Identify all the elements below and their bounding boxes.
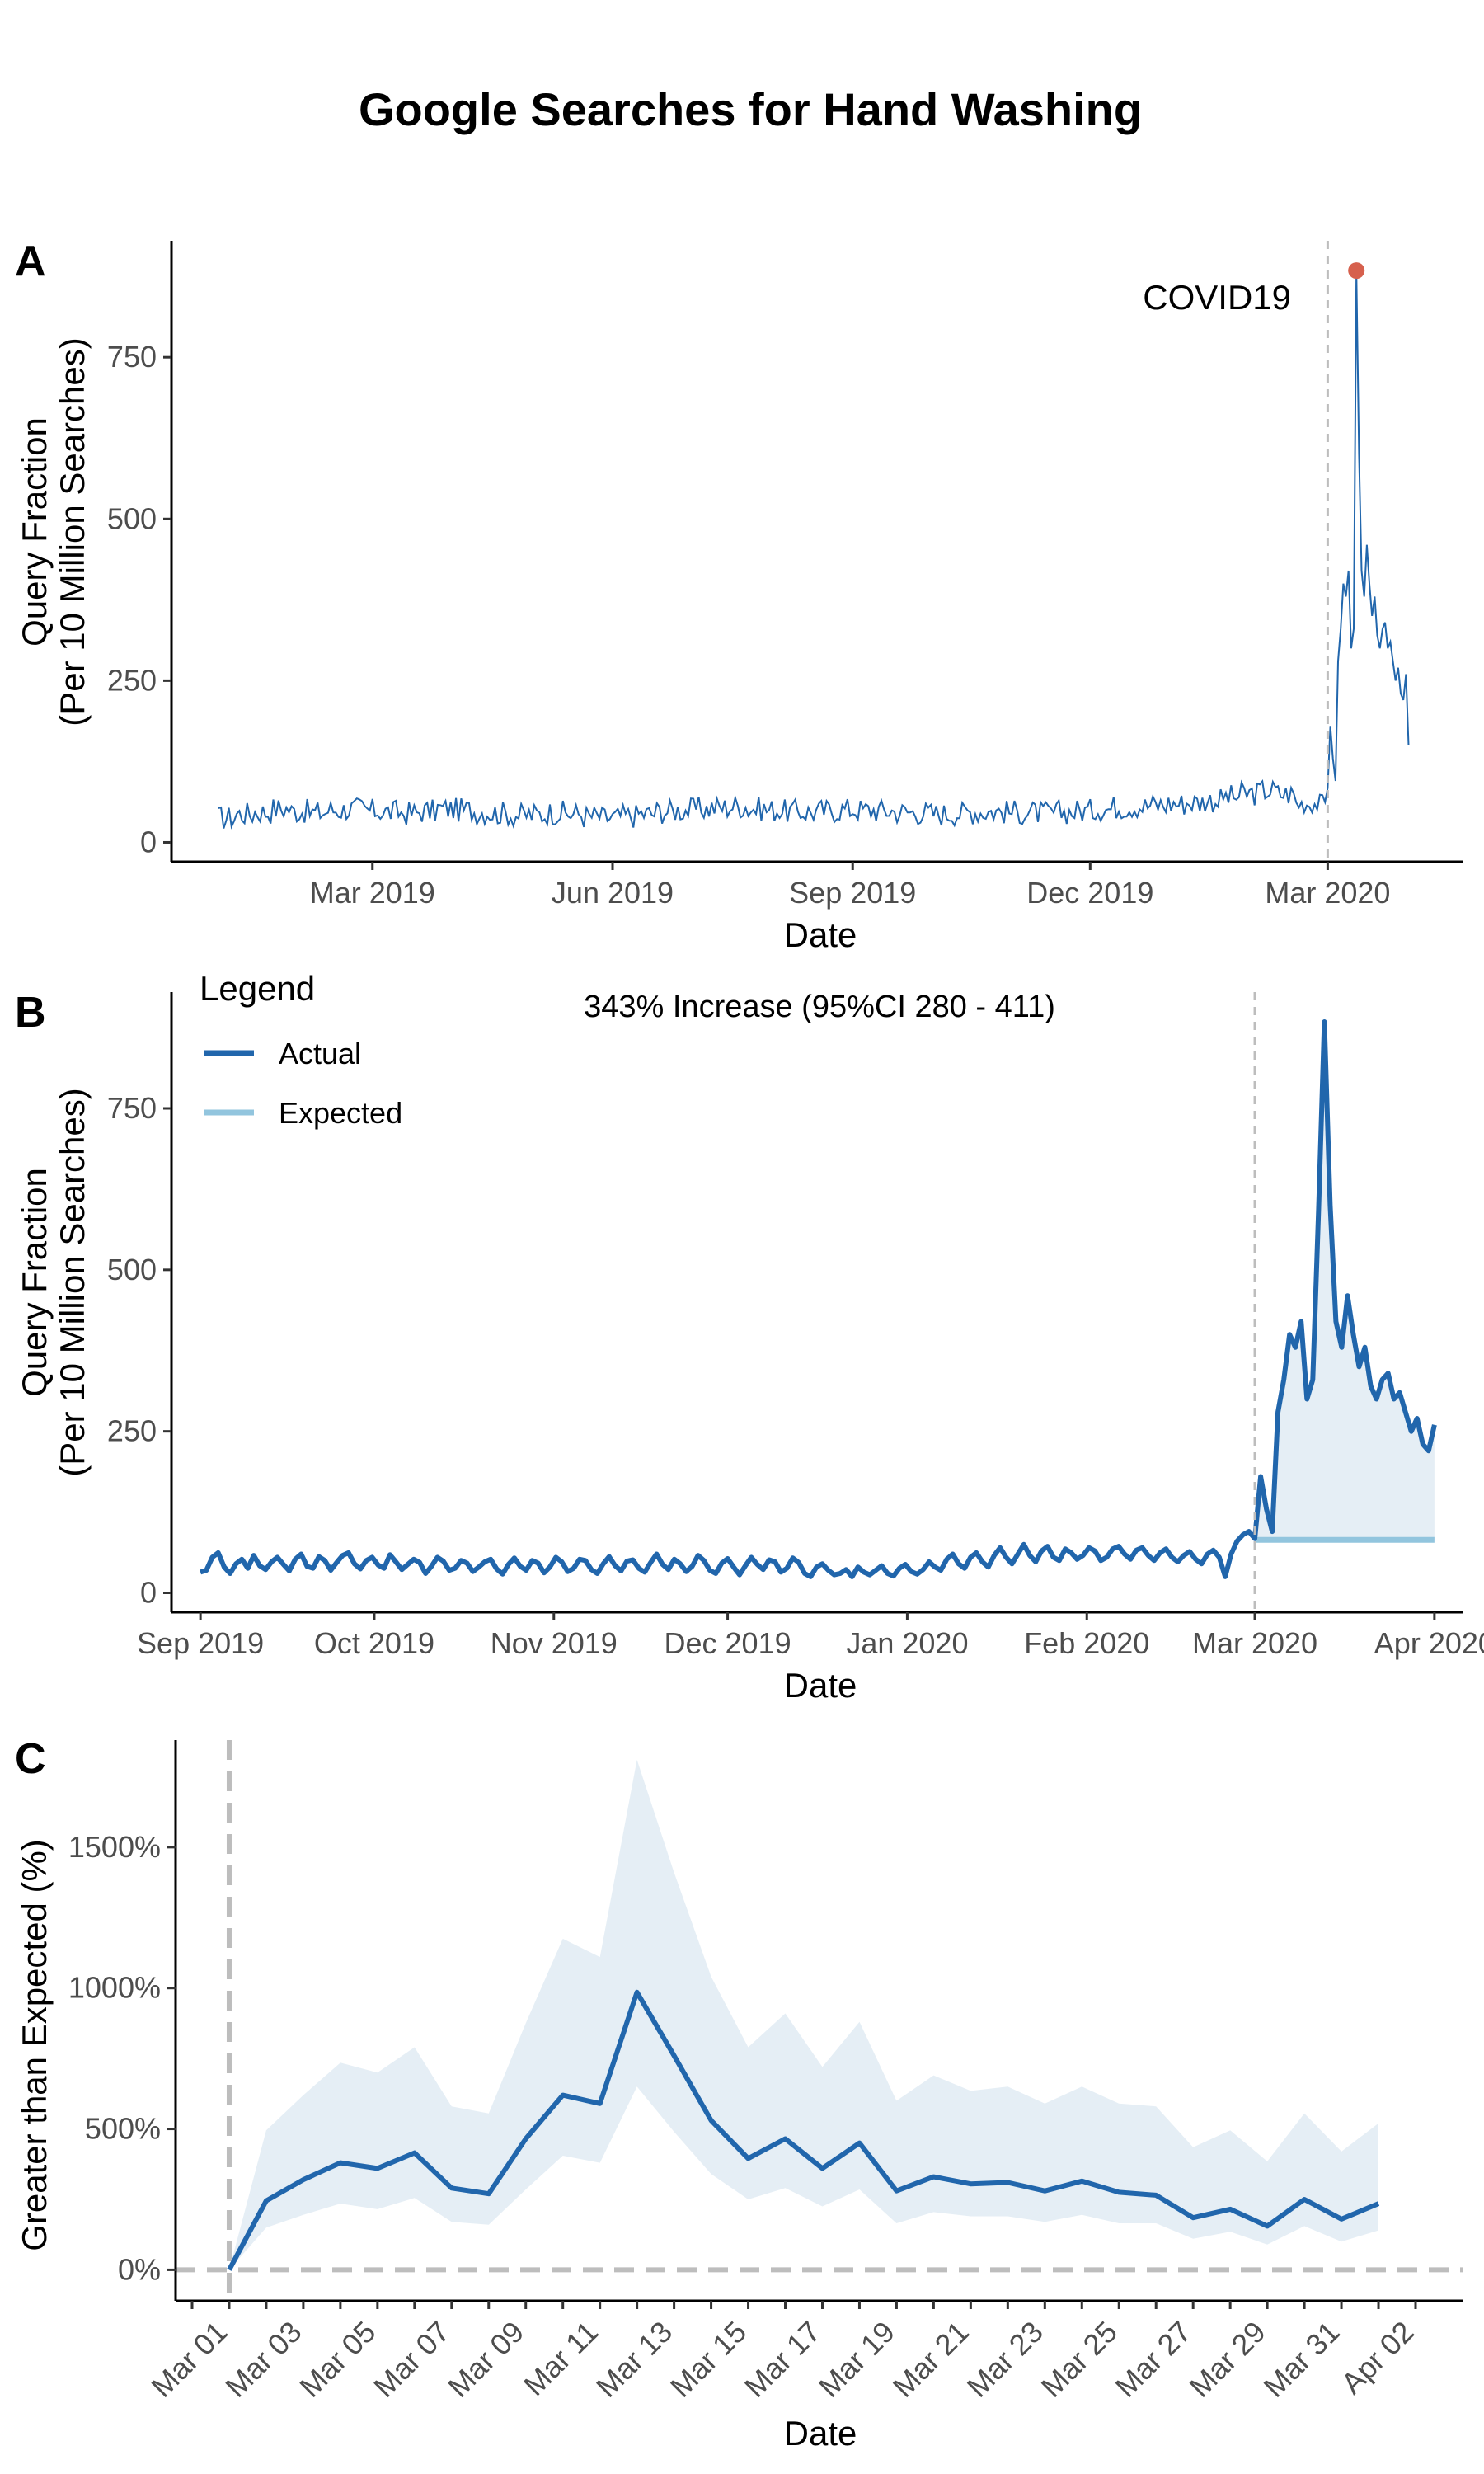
legend-label-expected: Expected <box>279 1096 402 1130</box>
x-tick-label: Dec 2019 <box>665 1626 791 1660</box>
panel-b-y-ticks: 0 250 500 750 <box>107 1091 171 1610</box>
panel-c-x-axis-title: Date <box>784 2414 857 2453</box>
panel-c-tag: C <box>15 1735 46 1783</box>
panel-a: A 0 250 500 750 Mar 2019 Jun 2019 Sep 2019 Dec… <box>15 238 1463 954</box>
legend-title: Legend <box>200 969 315 1008</box>
ribbon-difference <box>1255 1022 1435 1540</box>
x-tick-label: Mar 15 <box>664 2315 753 2404</box>
x-tick-label: Mar 27 <box>1109 2315 1198 2404</box>
panel-b-annotation: 343% Increase (95%CI 280 - 411) <box>584 990 1055 1024</box>
y-tick-label: 0 <box>140 1576 157 1610</box>
x-tick-label: Mar 17 <box>738 2315 827 2404</box>
x-tick-label: Dec 2019 <box>1026 876 1153 910</box>
panel-a-tag: A <box>15 238 46 285</box>
panel-c-y-axis-title: Greater than Expected (%) <box>15 1839 54 2251</box>
x-tick-label: Mar 09 <box>441 2315 530 2404</box>
x-tick-label: Mar 2019 <box>310 876 435 910</box>
series-line-actual <box>200 1019 1437 1579</box>
panel-a-x-ticks: Mar 2019 Jun 2019 Sep 2019 Dec 2019 Mar 2020 <box>310 862 1390 910</box>
y-tick-label: 1000% <box>68 1971 161 2005</box>
panel-b-legend: Legend Actual Expected <box>200 969 402 1130</box>
x-tick-label: Mar 23 <box>960 2315 1050 2404</box>
panel-b-x-axis-title: Date <box>784 1666 857 1705</box>
x-tick-label: Sep 2019 <box>137 1626 264 1660</box>
panel-b-tag: B <box>15 989 46 1037</box>
panel-a-y-axis-title-line1: Query Fraction <box>15 417 54 647</box>
panel-c-plot-area <box>176 1740 1463 2301</box>
x-tick-label: Mar 21 <box>886 2315 975 2404</box>
x-tick-label: Mar 11 <box>517 2315 604 2402</box>
y-tick-label: 500 <box>107 1253 157 1286</box>
x-tick-label: Apr 02 <box>1335 2315 1421 2401</box>
panel-a-y-axis-title-line2: (Per 10 Million Searches) <box>53 337 92 727</box>
x-tick-label: Mar 2020 <box>1265 876 1390 910</box>
x-tick-label: Nov 2019 <box>491 1626 618 1660</box>
x-tick-label: Sep 2019 <box>789 876 916 910</box>
panel-b-y-axis-title-line1: Query Fraction <box>15 1168 54 1397</box>
y-tick-label: 750 <box>107 1091 157 1125</box>
x-tick-label: Mar 31 <box>1256 2315 1345 2404</box>
x-tick-label: Oct 2019 <box>314 1626 434 1660</box>
legend-label-actual: Actual <box>279 1037 361 1070</box>
series-line-query-fraction <box>218 270 1410 830</box>
x-tick-label: Mar 2020 <box>1192 1626 1317 1660</box>
y-tick-label: 250 <box>107 1414 157 1448</box>
x-tick-label: Mar 19 <box>812 2315 901 2404</box>
panel-b: B 0 250 500 750 Sep 2019 Oct 2019 Nov 2019 Dec… <box>15 969 1484 1705</box>
y-tick-label: 250 <box>107 663 157 697</box>
x-tick-label: Apr 2020 <box>1374 1626 1484 1660</box>
panel-c-y-ticks: 0% 500% 1000% 1500% <box>68 1830 176 2286</box>
x-tick-label: Mar 05 <box>293 2315 382 2404</box>
peak-point <box>1348 262 1365 280</box>
panel-b-y-axis-title-line2: (Per 10 Million Searches) <box>53 1088 92 1477</box>
x-tick-label: Jun 2019 <box>552 876 674 910</box>
x-tick-label: Mar 03 <box>218 2315 308 2404</box>
x-tick-label: Mar 01 <box>144 2315 233 2404</box>
series-line-greater-than-expected <box>227 1989 1380 2271</box>
x-tick-label: Mar 13 <box>589 2315 679 2404</box>
y-tick-label: 1500% <box>68 1830 161 1864</box>
y-tick-label: 500 <box>107 501 157 535</box>
x-tick-label: Mar 25 <box>1035 2315 1124 2404</box>
panel-b-x-ticks: Sep 2019 Oct 2019 Nov 2019 Dec 2019 Jan 2020… <box>137 1612 1484 1660</box>
panel-a-y-ticks: 0 250 500 750 <box>107 340 171 858</box>
panel-a-x-axis-title: Date <box>784 915 857 954</box>
x-tick-label: Mar 29 <box>1183 2315 1272 2404</box>
y-tick-label: 0% <box>118 2252 161 2286</box>
panel-b-plot-area <box>200 992 1437 1612</box>
y-tick-label: 500% <box>85 2112 161 2146</box>
panel-a-annotation: COVID19 <box>1143 278 1291 317</box>
panel-a-plot-area <box>218 241 1410 862</box>
figure-title: Google Searches for Hand Washing <box>359 83 1142 135</box>
x-tick-label: Feb 2020 <box>1024 1626 1149 1660</box>
y-tick-label: 750 <box>107 340 157 374</box>
confidence-band <box>229 1759 1378 2270</box>
x-tick-label: Jan 2020 <box>846 1626 968 1660</box>
y-tick-label: 0 <box>140 825 157 858</box>
x-tick-label: Mar 07 <box>367 2315 456 2404</box>
